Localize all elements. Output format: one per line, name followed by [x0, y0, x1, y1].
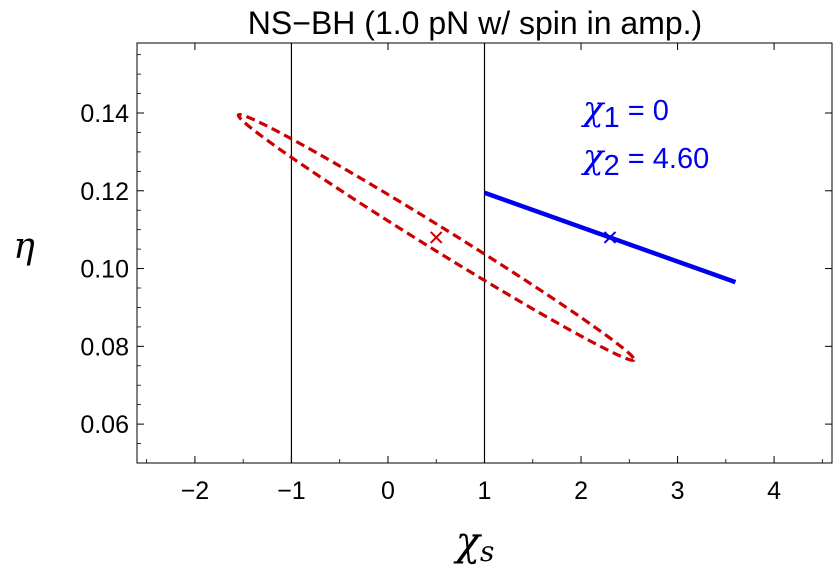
x-axis-label-sub: s — [480, 535, 494, 567]
x-axis-label-symbol: χ — [453, 519, 483, 565]
red-x-marker — [430, 231, 443, 244]
svg-text:χ1 = 0: χ1 = 0 — [581, 89, 669, 134]
x-tick-label: 1 — [478, 477, 492, 505]
annotation-chi1-value: = 0 — [620, 95, 669, 127]
x-tick-label: 3 — [671, 477, 685, 505]
annotation-chi1: χ1 = 0 — [581, 89, 669, 134]
y-tick-label: 0.12 — [80, 178, 129, 206]
svg-text:χ2 = 4.60: χ2 = 4.60 — [581, 137, 709, 182]
annotation-chi2-symbol: χ — [581, 137, 606, 177]
annotation-chi1-sub: 1 — [604, 102, 620, 134]
annotation-chi2-value: = 4.60 — [620, 143, 710, 175]
y-tick-label: 0.08 — [80, 333, 129, 361]
x-tick-label: −1 — [277, 477, 306, 505]
x-tick-label: −2 — [181, 477, 210, 505]
y-tick-label: 0.10 — [80, 256, 129, 284]
y-axis-label: η — [13, 226, 35, 267]
annotation-chi2: χ2 = 4.60 — [581, 137, 709, 182]
blue-x-marker — [603, 231, 617, 244]
x-tick-label: 2 — [574, 477, 588, 505]
chart-title: NS−BH (1.0 pN w/ spin in amp.) — [248, 5, 702, 41]
annotation-chi1-symbol: χ — [581, 89, 606, 129]
error-ellipse — [236, 112, 636, 362]
y-tick-label: 0.06 — [80, 411, 129, 439]
annotation-chi2-sub: 2 — [604, 150, 620, 182]
svg-text:χs: χs — [453, 519, 495, 567]
x-tick-label: 4 — [767, 477, 781, 505]
y-tick-label: 0.14 — [80, 100, 129, 128]
x-axis-label: χs — [453, 519, 495, 567]
x-tick-label: 0 — [381, 477, 395, 505]
